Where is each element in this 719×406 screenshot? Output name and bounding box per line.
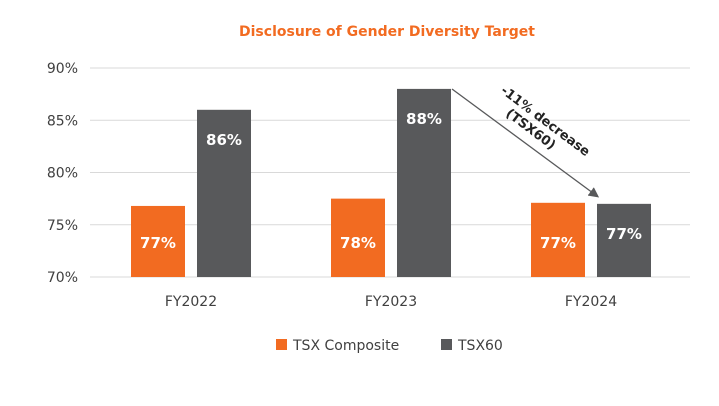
legend-swatch [276,339,287,350]
legend-label: TSX60 [457,338,503,354]
data-label: 77% [606,225,642,243]
y-tick-label: 80% [47,166,78,182]
bar-tsx-composite [531,202,585,277]
data-label: 86% [206,131,242,149]
y-tick-label: 75% [47,218,78,234]
x-tick-label: FY2024 [565,294,617,310]
y-tick-label: 85% [47,113,78,129]
bar-tsx-composite [131,205,185,277]
bar-tsx60 [397,88,451,278]
legend-label: TSX Composite [292,338,399,354]
data-label: 77% [140,234,176,252]
bar-tsx60 [197,109,251,277]
x-tick-label: FY2023 [365,294,417,310]
y-tick-label: 90% [47,61,78,77]
data-label: 78% [340,234,376,252]
legend-swatch [441,339,452,350]
bar-tsx60 [597,203,651,277]
bar-tsx-composite [331,198,385,277]
y-tick-label: 70% [47,270,78,286]
annotation-arrow [451,88,600,198]
data-label: 77% [540,234,576,252]
data-label: 88% [406,110,442,128]
x-tick-label: FY2022 [165,294,217,310]
chart-title: Disclosure of Gender Diversity Target [239,24,535,40]
